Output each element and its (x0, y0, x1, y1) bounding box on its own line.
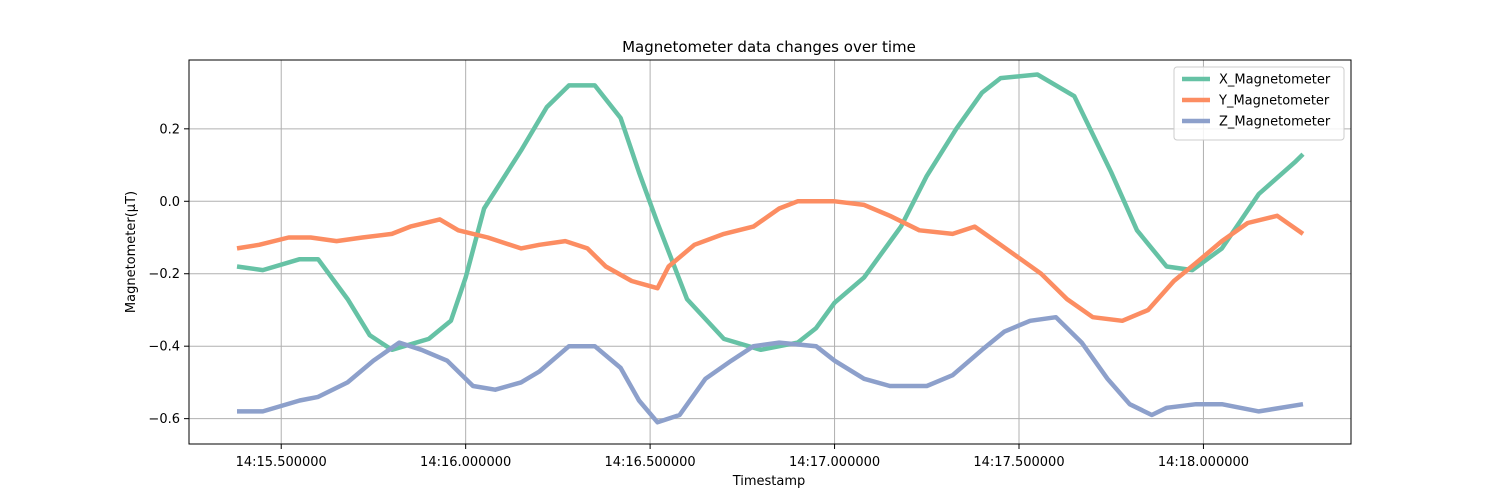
y-tick-label: 0.0 (159, 195, 180, 210)
y-tick-label: 0.2 (159, 122, 180, 137)
x-axis-label: Timestamp (732, 474, 806, 489)
x-tick-label: 14:16.000000 (420, 455, 511, 470)
x-tick-label: 14:15.500000 (236, 455, 327, 470)
y-tick-label: −0.6 (148, 412, 180, 427)
x-tick-label: 14:17.000000 (789, 455, 880, 470)
x-tick-label: 14:16.500000 (604, 455, 695, 470)
series-line-x-magnetometer (236, 72, 1305, 353)
y-axis-ticks: 0.2 0.0 −0.2 −0.4 −0.6 (148, 122, 189, 427)
y-tick-label: −0.2 (148, 267, 180, 282)
x-axis-ticks: 14:15.500000 14:16.000000 14:16.500000 14:1… (236, 444, 1249, 470)
legend[interactable]: X_Magnetometer Y_Magnetometer Z_Magnetomet… (1173, 66, 1345, 141)
x-tick-label: 14:18.000000 (1158, 455, 1249, 470)
y-axis-label: Magnetometer(μT) (124, 191, 139, 313)
series-line-y-magnetometer (236, 199, 1305, 324)
legend-label[interactable]: Z_Magnetometer (1219, 115, 1331, 130)
series-lines (236, 72, 1305, 425)
series-line-z-magnetometer (237, 314, 1304, 425)
legend-label[interactable]: Y_Magnetometer (1218, 94, 1330, 109)
y-tick-label: −0.4 (148, 340, 180, 355)
plot-frame (188, 59, 1352, 445)
legend-label[interactable]: X_Magnetometer (1219, 73, 1331, 88)
legend-box (1173, 66, 1345, 141)
x-tick-label: 14:17.500000 (973, 455, 1064, 470)
chart-title: Magnetometer data changes over time (622, 38, 916, 56)
